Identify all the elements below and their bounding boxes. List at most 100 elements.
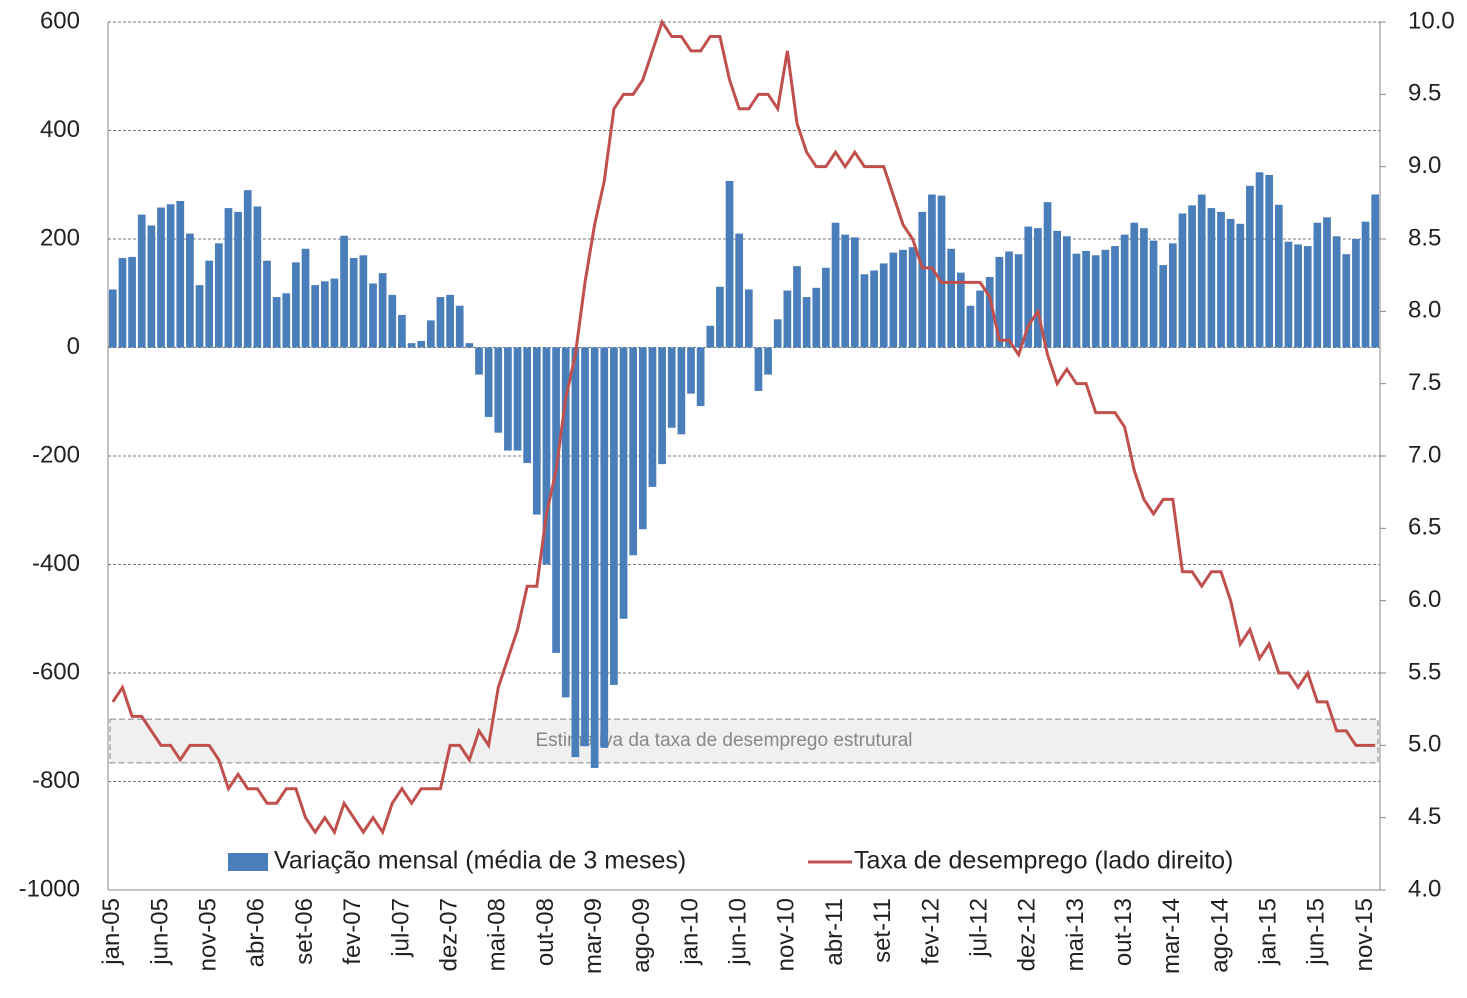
bar: [263, 260, 271, 348]
y2-tick-label: 7.5: [1408, 369, 1441, 396]
bar: [1342, 254, 1351, 348]
bar: [870, 270, 878, 348]
bar: [918, 211, 927, 348]
bar: [118, 257, 127, 348]
bar: [214, 243, 223, 348]
y2-tick-label: 6.5: [1408, 514, 1441, 541]
x-tick-label: fev-07: [339, 898, 366, 965]
bar: [1034, 228, 1042, 348]
bar: [1361, 221, 1370, 348]
bar: [966, 305, 975, 348]
bar: [465, 343, 474, 348]
bar: [1053, 230, 1062, 348]
x-tick-label: nov-05: [195, 898, 222, 971]
x-tick-label: set-11: [869, 898, 896, 963]
bar: [224, 208, 233, 348]
x-tick-label: mai-13: [1062, 898, 1089, 971]
bar: [1072, 253, 1081, 348]
x-tick-label: jun-10: [725, 898, 752, 966]
bar: [879, 263, 888, 348]
x-tick-label: nov-15: [1351, 898, 1378, 971]
y-tick-label: -1000: [19, 875, 80, 902]
bar: [889, 252, 898, 348]
x-tick-label: dez-07: [435, 898, 462, 971]
bar: [234, 211, 242, 348]
y-tick-label: -200: [32, 441, 80, 468]
bar: [1284, 241, 1293, 348]
bar: [677, 347, 686, 435]
bar: [1246, 185, 1254, 348]
bar: [1178, 213, 1187, 348]
line: [111, 18, 1376, 836]
bar: [292, 262, 300, 348]
bar: [1332, 236, 1341, 348]
bar: [1255, 172, 1264, 348]
bar: [398, 314, 406, 348]
bar: [947, 248, 956, 348]
x-tick-label: ago-14: [1206, 898, 1233, 973]
bar: [1226, 218, 1235, 348]
bar: [985, 276, 994, 348]
x-tick-label: jun-15: [1303, 898, 1330, 966]
bar: [147, 225, 156, 348]
bar: [1005, 251, 1013, 348]
y2-tick-label: 7.0: [1408, 441, 1441, 468]
bar: [388, 294, 397, 348]
bar: [426, 320, 435, 348]
legend-label: Taxa de desemprego (lado direito): [854, 847, 1233, 875]
x-tick-label: out-13: [1110, 898, 1137, 966]
x-tick-label: set-06: [291, 898, 318, 965]
bar: [1371, 194, 1380, 348]
bar: [378, 273, 387, 348]
y-tick-label: -400: [32, 550, 80, 577]
bar: [754, 347, 763, 391]
bar: [137, 214, 146, 348]
bar: [783, 290, 792, 348]
bar: [1217, 211, 1225, 348]
bar: [812, 287, 821, 348]
bar: [648, 347, 657, 487]
bar: [937, 195, 946, 348]
x-tick-label: jan-10: [676, 898, 703, 966]
bar: [455, 305, 464, 348]
x-tick-label: dez-12: [1014, 898, 1041, 971]
y2-tick-label: 8.0: [1408, 297, 1441, 324]
bar: [1014, 254, 1023, 348]
x-tick-label: out-08: [532, 898, 559, 966]
y2-tick-label: 5.0: [1408, 731, 1441, 758]
bar: [195, 285, 204, 348]
bar: [1313, 222, 1322, 348]
bar: [1043, 202, 1052, 348]
bar: [320, 281, 329, 348]
x-tick-label: jun-05: [146, 898, 173, 966]
bar: [1197, 194, 1206, 348]
x-tick-label: mar-14: [1158, 898, 1185, 974]
bar: [475, 347, 483, 375]
bar: [687, 347, 695, 394]
y-tick-label: -600: [32, 658, 80, 685]
bar: [638, 347, 647, 530]
bar: [330, 278, 339, 348]
y2-tick-label: 4.5: [1408, 803, 1441, 830]
bar: [1149, 240, 1158, 348]
estimate-band: [109, 718, 1379, 764]
bar: [735, 233, 744, 348]
bar: [407, 343, 416, 348]
bar: [523, 347, 532, 464]
bar: [764, 347, 772, 375]
bar: [1265, 174, 1274, 348]
y2-tick-label: 4.0: [1408, 875, 1441, 902]
bar: [436, 297, 445, 348]
bar: [773, 319, 782, 348]
bar: [532, 347, 541, 515]
bar: [369, 283, 377, 348]
bar: [243, 190, 252, 348]
bar: [1120, 234, 1129, 348]
bar: [1140, 228, 1148, 348]
bar: [1323, 217, 1331, 348]
y2-tick-label: 10.0: [1408, 7, 1455, 34]
bar: [1091, 255, 1100, 348]
bar: [590, 347, 599, 768]
bar: [1236, 223, 1245, 348]
bar: [311, 285, 320, 348]
